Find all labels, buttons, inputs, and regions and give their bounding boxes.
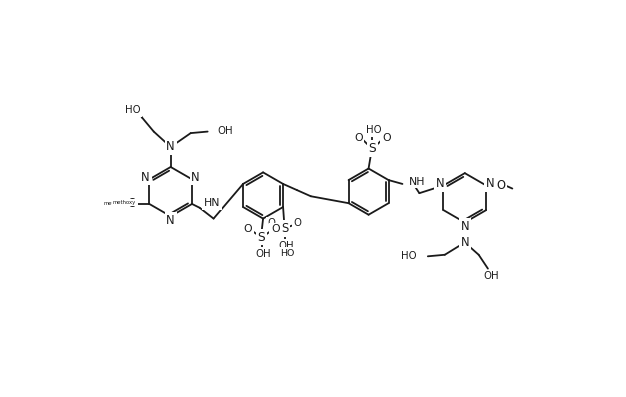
Text: S: S [258, 231, 265, 244]
Text: NH: NH [409, 177, 425, 187]
Text: N: N [436, 177, 444, 190]
Text: N: N [461, 220, 469, 233]
Text: OH: OH [279, 241, 294, 251]
Text: HO: HO [366, 125, 382, 135]
Text: N: N [141, 171, 150, 184]
Text: HO: HO [401, 251, 417, 261]
Text: O: O [271, 224, 280, 234]
Text: O: O [267, 218, 275, 228]
Text: O: O [294, 218, 302, 228]
Text: N: N [461, 236, 469, 249]
Text: O: O [496, 179, 505, 192]
Text: O: O [244, 224, 252, 234]
Text: HN: HN [203, 198, 220, 208]
Text: O: O [354, 133, 363, 143]
Text: N: N [486, 177, 494, 190]
Text: S: S [369, 142, 376, 155]
Text: OH: OH [255, 249, 271, 259]
Text: methoxy: methoxy [113, 200, 136, 205]
Text: N: N [167, 141, 175, 154]
Text: OH: OH [218, 126, 233, 136]
Text: HO: HO [125, 105, 141, 115]
Text: HO: HO [280, 249, 295, 258]
Text: methoxy: methoxy [103, 201, 126, 206]
Text: N: N [192, 171, 200, 184]
Text: OH: OH [483, 271, 499, 281]
Text: N: N [167, 214, 175, 227]
Text: S: S [281, 222, 288, 235]
Text: O: O [127, 197, 136, 210]
Text: O: O [382, 133, 391, 143]
